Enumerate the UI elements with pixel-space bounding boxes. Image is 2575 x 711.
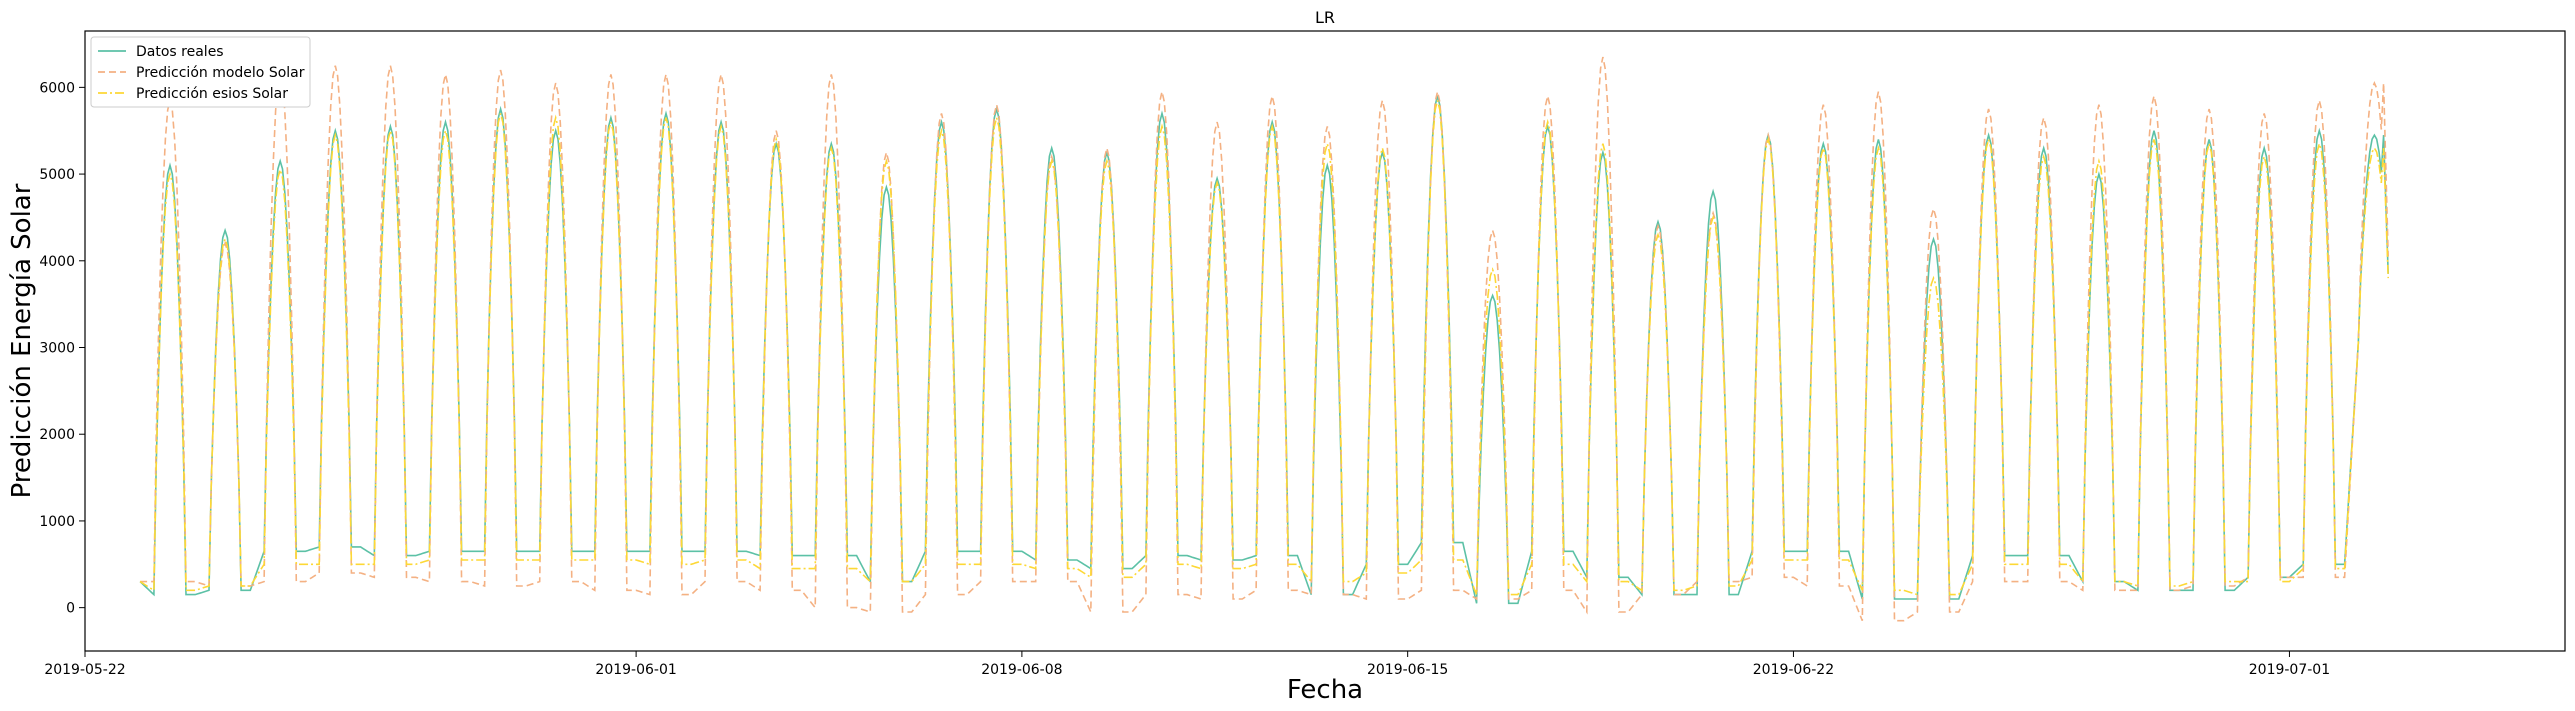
- y-tick-label: 6000: [39, 80, 75, 96]
- plot-frame: [84, 30, 2566, 652]
- series-layer: [139, 56, 2389, 622]
- legend-label: Predicción esios Solar: [136, 86, 288, 102]
- plot-area: [85, 31, 2565, 651]
- y-tick-label: 1000: [39, 514, 75, 530]
- x-axis-label: Fecha: [1287, 675, 1363, 705]
- y-tick-label: 0: [66, 601, 75, 617]
- series-line-3: [139, 100, 2389, 596]
- x-axis: 2019-05-22 2019-06-01 2019-06-08 2019-06-15…: [44, 651, 2330, 678]
- x-tick-label: 2019-06-15: [1367, 662, 1448, 678]
- x-tick-label: 2019-06-01: [595, 662, 676, 678]
- x-tick-label: 2019-07-01: [2249, 662, 2330, 678]
- y-tick-label: 2000: [39, 427, 75, 443]
- legend: Datos reales Predicción modelo Solar Predi…: [90, 36, 311, 108]
- x-tick-label: 2019-06-22: [1753, 662, 1834, 678]
- legend-label: Datos reales: [136, 44, 224, 60]
- chart-title: LR: [1315, 8, 1335, 27]
- x-tick-label: 2019-06-08: [981, 662, 1062, 678]
- legend-label: Predicción modelo Solar: [136, 65, 305, 81]
- y-tick-label: 3000: [39, 341, 75, 357]
- legend-frame: [90, 36, 311, 108]
- y-tick-label: 5000: [39, 167, 75, 183]
- y-axis: 0 1000 2000 3000 4000 5000 6000: [39, 80, 85, 617]
- y-tick-label: 4000: [39, 254, 75, 270]
- x-tick-label: 2019-05-22: [44, 662, 125, 678]
- y-axis-label: Predicción Energía Solar: [7, 183, 37, 498]
